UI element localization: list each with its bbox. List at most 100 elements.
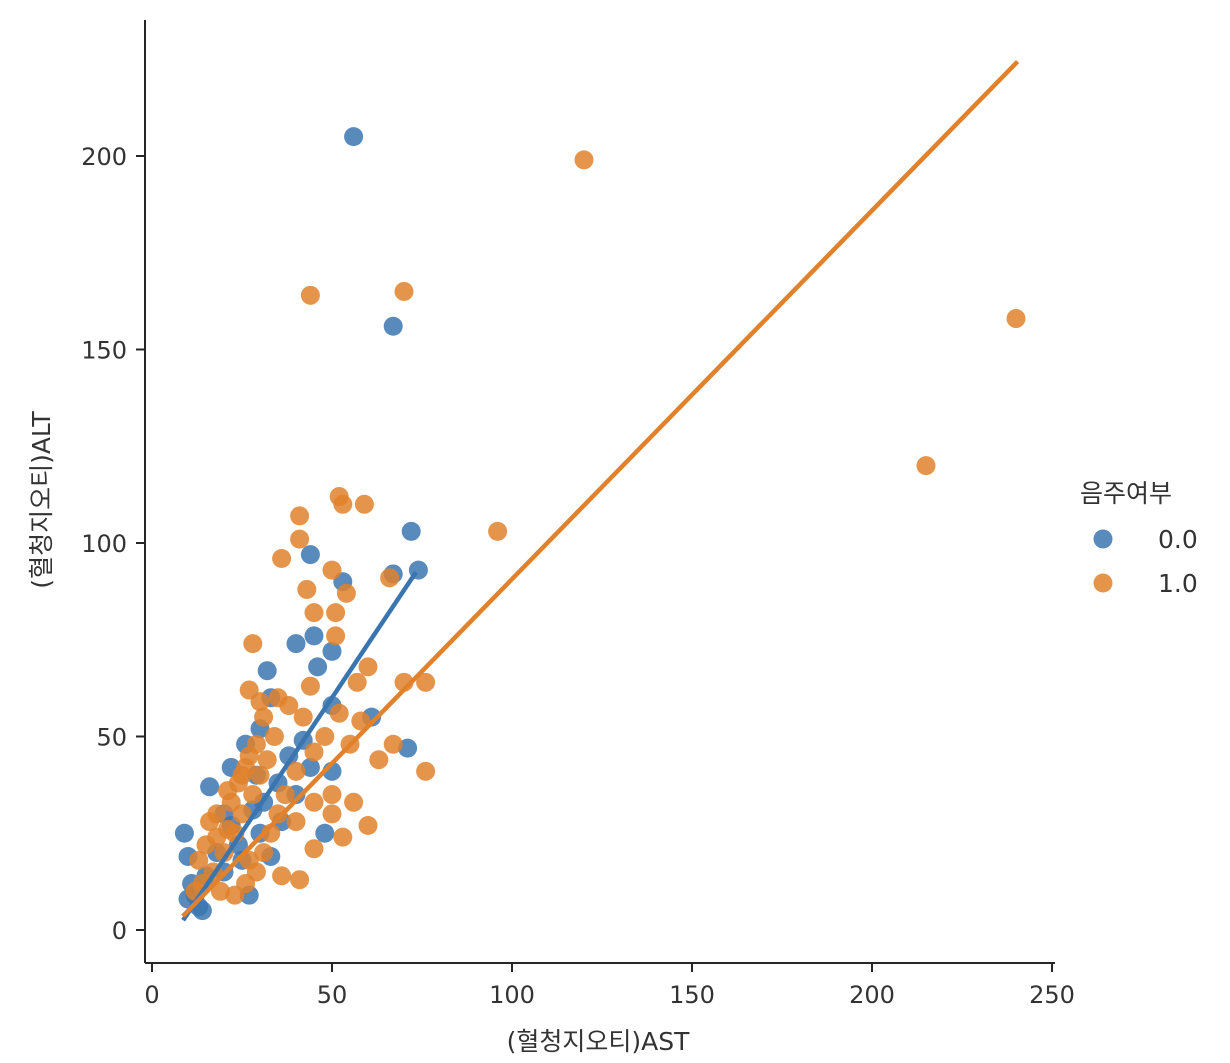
data-point-series-0: [286, 634, 306, 654]
legend-marker-series-0: [1093, 529, 1113, 549]
data-point-series-1: [304, 742, 324, 762]
x-tick-label: 100: [489, 981, 535, 1009]
data-point-series-1: [916, 456, 936, 476]
data-point-series-1: [322, 560, 342, 580]
data-point-series-1: [344, 792, 364, 812]
regression-line-series-1: [181, 59, 1020, 918]
data-point-series-1: [243, 785, 263, 805]
regression-line-series-0: [181, 570, 418, 922]
data-point-series-1: [290, 529, 310, 549]
data-point-series-1: [574, 150, 594, 170]
plot-lines: [181, 59, 1020, 922]
data-point-series-0: [398, 738, 418, 758]
data-point-series-1: [351, 711, 371, 731]
data-point-series-0: [174, 823, 194, 843]
y-ticks: 0 50 100 150 200: [81, 143, 145, 945]
data-point-series-1: [239, 746, 259, 766]
data-point-series-0: [322, 641, 342, 661]
data-point-series-1: [272, 866, 292, 886]
data-point-series-1: [232, 765, 252, 785]
data-point-series-1: [358, 657, 378, 677]
data-point-series-1: [300, 676, 320, 696]
data-point-series-1: [272, 548, 292, 568]
data-point-series-1: [268, 804, 288, 824]
x-tick-label: 50: [317, 981, 348, 1009]
x-tick-label: 0: [144, 981, 159, 1009]
data-point-series-1: [416, 672, 436, 692]
data-point-series-1: [336, 583, 356, 603]
data-point-series-1: [304, 792, 324, 812]
data-point-series-1: [250, 765, 270, 785]
data-point-series-1: [290, 506, 310, 526]
data-point-series-1: [380, 568, 400, 588]
x-ticks: 0 50 100 150 200 250: [144, 963, 1075, 1009]
legend: 음주여부 0.0 1.0: [1080, 479, 1198, 598]
x-tick-label: 250: [1029, 981, 1075, 1009]
data-point-series-1: [290, 870, 310, 890]
data-point-series-0: [383, 316, 403, 336]
data-point-series-1: [394, 281, 414, 301]
data-point-series-1: [297, 579, 317, 599]
data-point-series-0: [279, 746, 299, 766]
data-point-series-1: [488, 521, 508, 541]
y-tick-label: 200: [81, 143, 127, 171]
data-point-series-1: [304, 839, 324, 859]
data-point-series-1: [264, 727, 284, 746]
data-point-series-1: [243, 634, 263, 654]
y-tick-label: 100: [81, 530, 127, 558]
data-point-series-1: [333, 827, 353, 847]
data-point-series-1: [218, 781, 238, 801]
data-point-series-0: [300, 757, 320, 777]
data-point-series-1: [200, 812, 220, 832]
y-tick-label: 0: [112, 917, 127, 945]
data-point-series-1: [1006, 309, 1026, 329]
data-point-series-1: [358, 816, 378, 836]
data-point-series-1: [329, 703, 349, 723]
data-point-series-1: [300, 285, 320, 305]
data-point-series-1: [322, 804, 342, 824]
data-point-series-1: [279, 696, 299, 716]
data-point-series-1: [354, 494, 374, 514]
data-point-series-1: [416, 761, 436, 781]
y-tick-label: 150: [81, 337, 127, 365]
data-point-series-1: [315, 727, 335, 746]
data-point-series-1: [286, 761, 306, 781]
data-point-series-1: [286, 812, 306, 832]
y-axis-label: (혈청지오티)ALT: [27, 411, 56, 589]
data-point-series-0: [401, 521, 421, 541]
legend-marker-series-1: [1093, 573, 1113, 593]
plot-points: [174, 127, 1026, 921]
data-point-series-1: [214, 843, 234, 863]
data-point-series-1: [275, 785, 295, 805]
data-point-series-1: [257, 750, 277, 770]
data-point-series-1: [254, 843, 274, 863]
data-point-series-0: [315, 823, 335, 843]
legend-label-series-1: 1.0: [1158, 569, 1198, 598]
x-tick-label: 150: [669, 981, 715, 1009]
legend-title: 음주여부: [1080, 479, 1172, 508]
data-point-series-1: [189, 850, 209, 870]
data-point-series-1: [207, 827, 227, 847]
data-point-series-1: [333, 494, 353, 514]
axes: 0 50 100 150 200 250 0 50 100 150 200: [81, 20, 1075, 1009]
data-point-series-1: [326, 626, 346, 646]
data-point-series-1: [293, 707, 313, 727]
data-point-series-1: [322, 785, 342, 805]
data-point-series-1: [326, 603, 346, 623]
data-point-series-0: [344, 127, 364, 147]
data-point-series-0: [304, 626, 324, 646]
data-point-series-1: [369, 750, 389, 770]
data-point-series-0: [308, 657, 328, 677]
data-point-series-0: [200, 777, 220, 797]
data-point-series-0: [257, 661, 277, 681]
data-point-series-0: [300, 545, 320, 565]
legend-label-series-0: 0.0: [1158, 525, 1198, 554]
data-point-series-1: [383, 734, 403, 754]
data-point-series-1: [246, 862, 266, 882]
x-tick-label: 200: [849, 981, 895, 1009]
y-tick-label: 50: [96, 724, 127, 752]
data-point-series-1: [347, 672, 367, 692]
data-point-series-1: [304, 603, 324, 623]
data-point-series-1: [254, 707, 274, 727]
